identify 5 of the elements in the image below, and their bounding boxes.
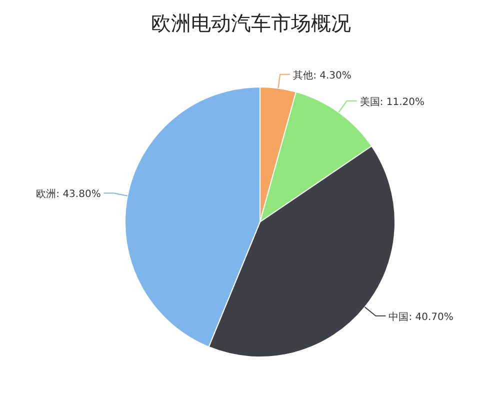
chart-title: 欧洲电动汽车市场概况 <box>151 11 351 35</box>
slice-label: 其他: 4.30% <box>293 69 352 82</box>
slice-label: 美国: 11.20% <box>360 96 425 108</box>
slice-label: 中国: 40.70% <box>388 310 454 323</box>
slice-label: 欧洲: 43.80% <box>36 188 101 200</box>
